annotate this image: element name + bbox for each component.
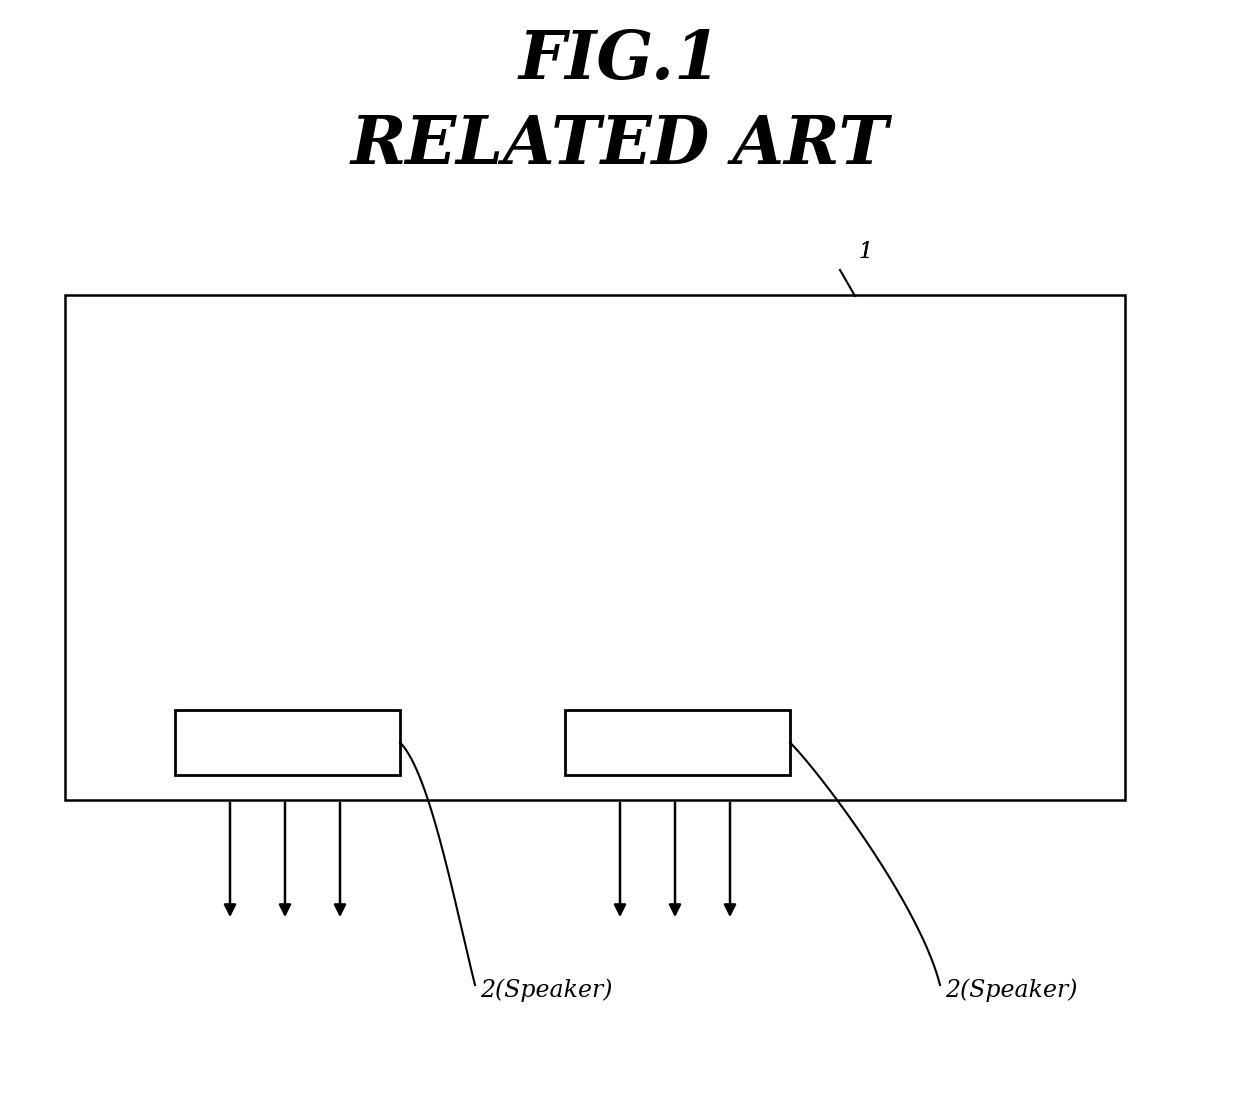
Text: FIG.1: FIG.1: [518, 28, 722, 93]
Text: 1: 1: [858, 241, 872, 263]
Bar: [64, 295, 1125, 800]
Text: 1: 1: [858, 241, 872, 263]
Text: 2(Speaker): 2(Speaker): [945, 978, 1078, 1002]
Text: RELATED ART: RELATED ART: [351, 113, 889, 178]
Bar: [175, 709, 401, 775]
Text: 2(Speaker): 2(Speaker): [480, 978, 613, 1002]
Bar: [565, 709, 790, 775]
